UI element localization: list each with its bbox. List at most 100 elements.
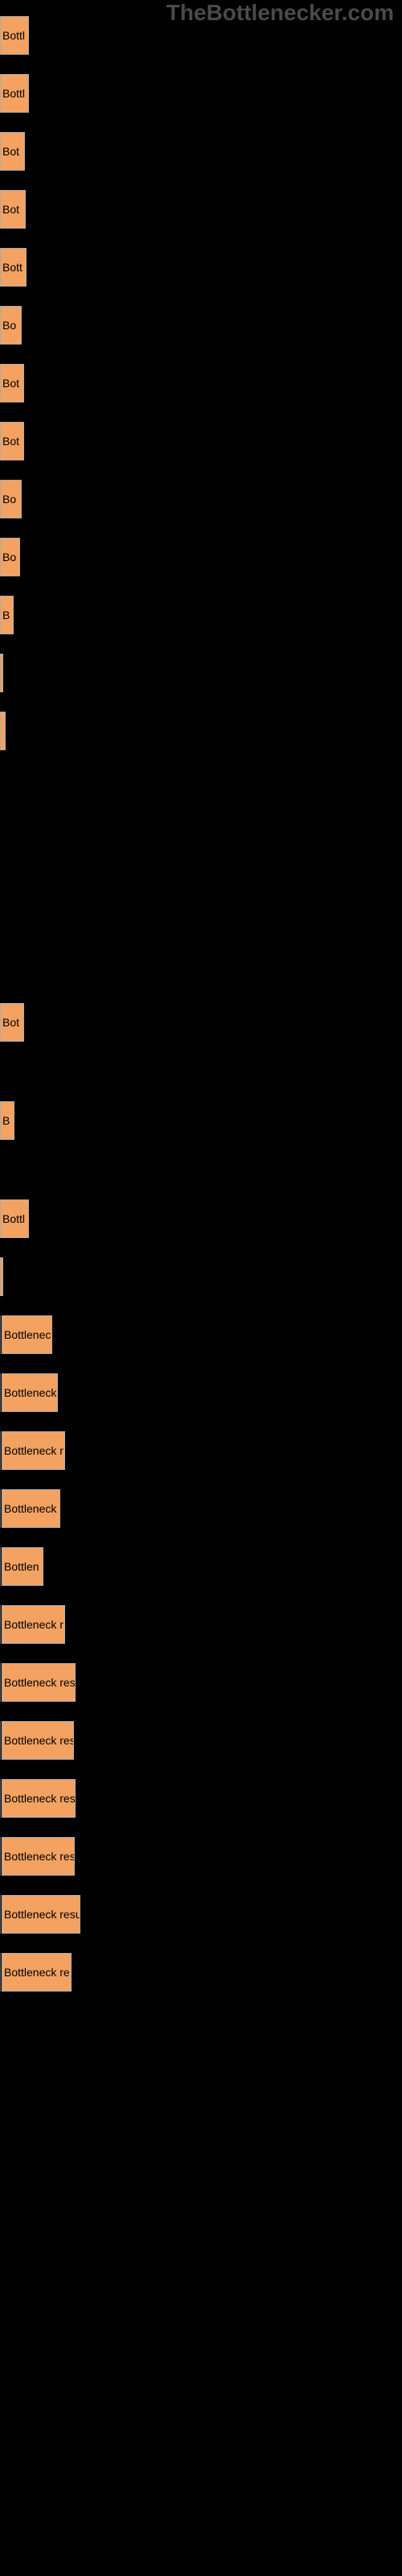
bar-row: Bo (0, 480, 402, 518)
bar: Bottleneck res (2, 1779, 76, 1818)
bar-label: Bot (2, 145, 19, 158)
gap-indicator (0, 1663, 2, 1702)
bar-row (0, 712, 402, 750)
gap-indicator (0, 1489, 2, 1528)
bar-label: Bottleneck (4, 1502, 56, 1515)
bar-label: Bottleneck re (4, 1966, 70, 1979)
bar: Bottleneck (2, 1373, 58, 1412)
bar-row: B (0, 1101, 402, 1140)
bar: Bottleneck (2, 1489, 60, 1528)
gap-indicator (0, 1605, 2, 1644)
gap-indicator (0, 1837, 2, 1876)
bar (0, 1257, 3, 1296)
bar-label: Bottleneck r (4, 1444, 64, 1457)
gap-indicator (0, 1953, 2, 1992)
gap-indicator (0, 1721, 2, 1760)
bar-row: Bottlen (0, 1547, 402, 1586)
bar-chart-container: Bottl Bottl Bot Bot Bott Bo Bot Bot Bo Bo B Bot B Bot… (0, 0, 402, 1992)
bar-row (0, 1257, 402, 1296)
bar-row: Bott (0, 248, 402, 287)
spacer (0, 850, 402, 890)
bar-label: Bot (2, 377, 19, 390)
bar: Bott (0, 248, 27, 287)
bar-label: Bottleneck resu (4, 1908, 80, 1921)
gap-indicator (0, 1547, 2, 1586)
bar-row: Bottleneck res (0, 1837, 402, 1876)
bar-label: Bottlenec (4, 1328, 51, 1341)
bar-row: Bottleneck res (0, 1721, 402, 1760)
bar-label: Bottl (2, 29, 25, 42)
gap-indicator (0, 1315, 2, 1354)
bar-row: Bottleneck re (0, 1953, 402, 1992)
gap-indicator (0, 1373, 2, 1412)
bar: Bottlen (2, 1547, 43, 1586)
bar: Bottl (0, 16, 29, 55)
bar-label: B (2, 1114, 10, 1127)
bar-row: Bottlenec (0, 1315, 402, 1354)
bar: B (0, 596, 14, 634)
bar-row: Bot (0, 364, 402, 402)
spacer (0, 890, 402, 1003)
bar: Bottleneck r (2, 1605, 65, 1644)
bar: Bot (0, 1003, 24, 1042)
bar-row: Bot (0, 422, 402, 460)
bar-row: Bo (0, 306, 402, 345)
gap-indicator (0, 1779, 2, 1818)
bar-row: Bottleneck resu (0, 1895, 402, 1934)
bar: Bottleneck re (2, 1953, 72, 1992)
bar-label: Bottleneck res (4, 1792, 76, 1805)
bar-label: Bottleneck (4, 1386, 56, 1399)
bar-row: Bo (0, 538, 402, 576)
bar-label: Bot (2, 1016, 19, 1029)
bar-label: Bottleneck res (4, 1734, 74, 1747)
bar-label: Bottlen (4, 1560, 39, 1573)
bar-label: Bottl (2, 87, 25, 100)
bar-row: Bottleneck (0, 1489, 402, 1528)
bar-row: Bottleneck r (0, 1605, 402, 1644)
bar-row: Bot (0, 132, 402, 171)
spacer (0, 1061, 402, 1101)
bar-label: Bott (2, 261, 23, 274)
bar (0, 654, 3, 692)
bar: Bottl (0, 74, 29, 113)
bar-row: Bottl (0, 74, 402, 113)
bar: Bot (0, 132, 25, 171)
bar-label: Bo (2, 493, 16, 506)
bar: Bot (0, 190, 26, 229)
bar: Bottlenec (2, 1315, 52, 1354)
bar: Bottl (0, 1199, 29, 1238)
bar-row: Bottleneck res (0, 1779, 402, 1818)
bar-row: Bottl (0, 1199, 402, 1238)
bar-label: Bo (2, 319, 16, 332)
bar: Bo (0, 538, 20, 576)
bar-row: Bottleneck r (0, 1431, 402, 1470)
bar: Bo (0, 480, 22, 518)
bar-label: Bo (2, 551, 16, 564)
bar-label: Bot (2, 203, 19, 216)
bar-label: Bot (2, 435, 19, 448)
gap-indicator (0, 1895, 2, 1934)
bar-label: Bottleneck r (4, 1618, 64, 1631)
bar: B (0, 1101, 14, 1140)
bar-label: Bottleneck res (4, 1850, 75, 1863)
bar-row: Bot (0, 1003, 402, 1042)
bar-row: B (0, 596, 402, 634)
bar: Bot (0, 422, 24, 460)
bar-label: Bottleneck res (4, 1676, 76, 1689)
bar-row (0, 654, 402, 692)
bar: Bottleneck r (2, 1431, 65, 1470)
spacer (0, 770, 402, 810)
watermark-text: TheBottlenecker.com (166, 0, 394, 26)
bar-label: Bottl (2, 1212, 25, 1225)
bar: Bottleneck res (2, 1663, 76, 1702)
bar (0, 712, 6, 750)
spacer (0, 1159, 402, 1199)
bar: Bottleneck res (2, 1721, 74, 1760)
bar: Bo (0, 306, 22, 345)
bar-row: Bot (0, 190, 402, 229)
bar: Bottleneck resu (2, 1895, 80, 1934)
bar-label: B (2, 609, 10, 621)
bar: Bottleneck res (2, 1837, 75, 1876)
bar: Bot (0, 364, 24, 402)
bar-row: Bottleneck (0, 1373, 402, 1412)
